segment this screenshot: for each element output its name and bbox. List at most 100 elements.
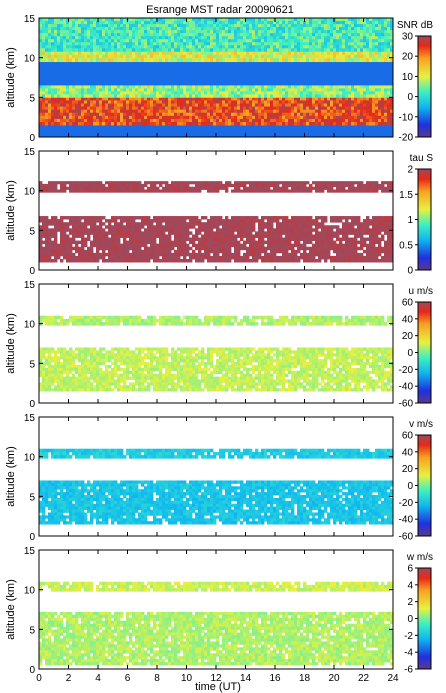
data-cell (348, 88, 352, 92)
data-cell (216, 243, 220, 248)
data-cell (48, 240, 52, 245)
data-cell (153, 27, 157, 31)
data-cell (381, 115, 385, 120)
data-cell (285, 249, 289, 254)
data-cell (315, 225, 319, 229)
data-cell (162, 115, 166, 120)
data-cell (252, 100, 256, 104)
data-cell (270, 24, 274, 28)
data-cell (201, 24, 205, 28)
data-cell (291, 225, 295, 229)
data-cell (183, 118, 187, 123)
data-cell (54, 48, 58, 52)
data-cell (78, 91, 82, 95)
data-cell (387, 51, 391, 56)
data-cell (123, 118, 127, 123)
data-cell (162, 24, 166, 28)
data-cell (270, 94, 274, 98)
data-cell (132, 118, 136, 123)
data-cell (162, 181, 166, 185)
data-cell (384, 100, 388, 104)
data-cell (312, 255, 316, 260)
data-cell (48, 21, 52, 25)
data-cell (111, 103, 115, 107)
data-cell (276, 39, 280, 43)
data-cell (243, 27, 247, 31)
data-cell (123, 100, 127, 104)
data-cell (117, 94, 121, 98)
data-cell (108, 255, 112, 260)
data-cell (387, 234, 391, 238)
data-cell (129, 225, 133, 229)
data-cell (360, 100, 364, 104)
data-cell (333, 91, 337, 95)
data-cell (66, 112, 70, 117)
data-cell (237, 222, 241, 226)
data-cell (114, 249, 118, 254)
data-cell (387, 39, 391, 43)
data-cell (135, 237, 139, 241)
data-cell (132, 255, 136, 260)
data-cell (132, 186, 136, 190)
data-cell (348, 36, 352, 40)
data-cell (225, 115, 229, 120)
data-cell (315, 100, 319, 104)
data-cell (117, 115, 121, 120)
data-cell (243, 21, 247, 25)
data-cell (300, 225, 304, 229)
data-cell (222, 42, 226, 46)
data-cell (117, 106, 121, 111)
data-cell (84, 48, 88, 52)
data-cell (315, 33, 319, 37)
data-cell (294, 54, 298, 59)
data-cell (150, 54, 154, 59)
data-cell (255, 246, 259, 251)
data-cell (87, 51, 91, 56)
data-cell (378, 36, 382, 40)
data-cell (270, 122, 274, 126)
data-cell (141, 100, 145, 104)
data-cell (279, 45, 283, 49)
data-cell (219, 58, 223, 63)
data-cell (198, 100, 202, 104)
data-cell (165, 234, 169, 238)
data-cell (249, 237, 253, 241)
data-cell (42, 103, 46, 107)
data-cell (198, 225, 202, 229)
data-cell (348, 231, 352, 235)
data-cell (387, 225, 391, 229)
data-cell (282, 58, 286, 63)
data-cell (231, 18, 235, 22)
data-cell (210, 249, 214, 254)
data-cell (228, 94, 232, 98)
data-cell (378, 30, 382, 34)
data-cell (135, 252, 139, 257)
data-cell (195, 39, 199, 43)
data-cell (93, 58, 97, 63)
data-cell (144, 58, 148, 63)
data-cell (198, 88, 202, 92)
data-cell (234, 240, 238, 245)
data-cell (87, 88, 91, 92)
data-cell (81, 243, 85, 248)
data-cell (102, 255, 106, 260)
data-cell (264, 94, 268, 98)
data-cell (150, 51, 154, 56)
data-cell (324, 219, 328, 223)
data-cell (177, 118, 181, 123)
data-cell (84, 112, 88, 117)
data-cell (132, 228, 136, 232)
data-cell (237, 216, 241, 220)
data-cell (360, 109, 364, 114)
data-cell (288, 88, 292, 92)
data-cell (246, 21, 250, 25)
data-cell (159, 189, 163, 193)
data-cell (225, 58, 229, 63)
data-cell (174, 219, 178, 223)
data-cell (237, 255, 241, 260)
data-cell (141, 219, 145, 223)
data-cell (387, 48, 391, 52)
data-cell (111, 259, 115, 263)
data-cell (375, 237, 379, 241)
data-cell (120, 115, 124, 120)
